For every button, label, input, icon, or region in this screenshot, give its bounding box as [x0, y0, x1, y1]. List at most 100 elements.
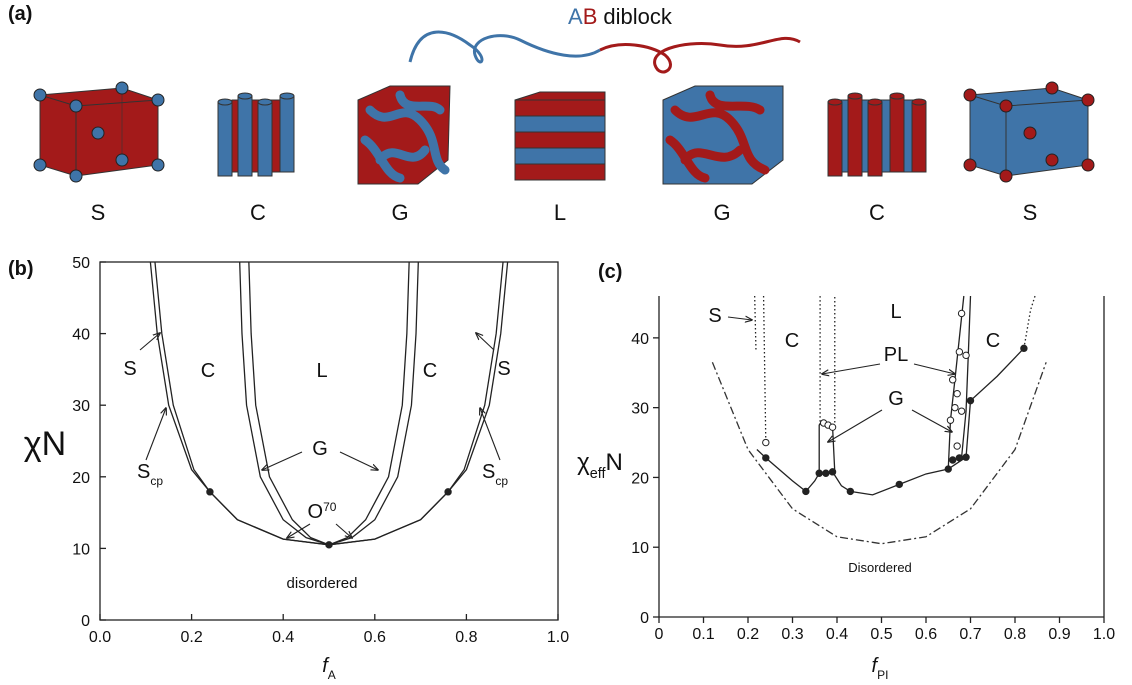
y-tick-label: 0	[81, 613, 90, 630]
y-axis-label-part: eff	[590, 466, 607, 482]
data-point	[823, 470, 829, 476]
data-point	[816, 470, 822, 476]
lamellar-structure	[515, 92, 605, 180]
x-tick-label: 0.8	[1004, 626, 1026, 643]
x-tick-label: 0.6	[364, 629, 386, 646]
data-point	[829, 424, 835, 430]
data-point	[896, 481, 902, 487]
arrow	[476, 333, 494, 350]
data-point	[207, 489, 213, 495]
data-point	[763, 455, 769, 461]
x-tick-label: 0.4	[272, 629, 294, 646]
sphere-structure	[34, 82, 164, 182]
structure-label: C	[250, 200, 266, 225]
x-tick-label: 1.0	[1093, 626, 1115, 643]
region-label: C	[986, 330, 1000, 352]
data-point	[956, 455, 962, 461]
phase-boundary	[757, 348, 1024, 495]
data-point	[967, 397, 973, 403]
gyroid-structure	[358, 86, 450, 184]
structure-label: S	[1023, 200, 1038, 225]
region-label: O70	[308, 500, 337, 523]
region-label-part: 70	[323, 500, 337, 514]
x-tick-label: 0.6	[915, 626, 937, 643]
x-tick-label: 0.1	[692, 626, 714, 643]
region-label: G	[888, 388, 904, 410]
figure: (a) ABdiblock	[0, 0, 1132, 685]
region-label: S	[708, 305, 721, 327]
data-point	[952, 404, 958, 410]
data-point	[963, 454, 969, 460]
data-point	[963, 352, 969, 358]
data-point	[1021, 345, 1027, 351]
region-label: Scp	[482, 461, 508, 488]
data-point	[954, 390, 960, 396]
cylinder-structure	[828, 93, 926, 176]
x-tick-label: 0.0	[89, 629, 111, 646]
region-label: C	[785, 330, 799, 352]
structure-label: L	[554, 200, 566, 225]
data-point	[958, 310, 964, 316]
phase-boundary	[1024, 296, 1035, 348]
data-point	[954, 443, 960, 449]
x-axis-label-part: A	[328, 668, 336, 682]
cylinder-structure	[218, 93, 294, 176]
x-tick-label: 0.2	[180, 629, 202, 646]
region-label: S	[497, 358, 510, 380]
region-label-part: O	[308, 501, 324, 523]
y-tick-label: 20	[631, 470, 649, 487]
data-point	[950, 457, 956, 463]
x-tick-label: 0.4	[826, 626, 848, 643]
data-point	[950, 377, 956, 383]
arrow	[262, 452, 302, 470]
y-axis-label: χeffN	[577, 449, 623, 482]
y-tick-label: 10	[631, 540, 649, 557]
x-tick-label: 0.3	[781, 626, 803, 643]
structure-label: S	[91, 200, 106, 225]
region-label: G	[312, 438, 328, 460]
chain-a	[410, 32, 600, 62]
y-tick-label: 10	[72, 541, 90, 558]
region-label: Scp	[137, 461, 163, 488]
region-label: L	[316, 360, 327, 382]
phase-boundary	[962, 296, 971, 457]
region-label-part: S	[137, 461, 150, 483]
arrow	[828, 410, 882, 442]
plot-frame	[100, 262, 558, 620]
y-tick-label: 40	[631, 331, 649, 348]
panel-label: (c)	[598, 261, 622, 283]
x-tick-label: 0.5	[870, 626, 892, 643]
phase-boundary	[755, 296, 756, 352]
y-axis-label-part: N	[606, 449, 623, 476]
phase-boundary	[764, 296, 766, 443]
sphere-structure	[964, 82, 1094, 182]
region-label: PL	[884, 344, 908, 366]
data-point	[829, 469, 835, 475]
arrow	[728, 317, 752, 320]
structure-label: G	[391, 200, 408, 225]
block-a: A	[568, 4, 583, 29]
panel-label: (b)	[8, 258, 34, 280]
data-point	[847, 488, 853, 494]
arrow	[912, 410, 952, 432]
y-axis-label: χN	[24, 425, 66, 463]
region-label: C	[201, 360, 215, 382]
data-point	[947, 417, 953, 423]
gyroid-structure	[663, 86, 783, 184]
arrow	[340, 452, 378, 470]
region-label-part: S	[482, 461, 495, 483]
region-label-part: cp	[150, 474, 163, 488]
arrow	[480, 408, 500, 460]
block-b: B	[583, 4, 598, 29]
region-label-part: cp	[495, 474, 508, 488]
x-axis-label: fPI	[872, 655, 889, 682]
y-tick-label: 30	[72, 398, 90, 415]
arrow	[140, 333, 160, 350]
chain-b	[600, 38, 800, 72]
data-point	[763, 439, 769, 445]
region-label: L	[890, 301, 901, 323]
region-label: disordered	[287, 575, 358, 592]
y-axis-label-part: χ	[577, 449, 590, 476]
data-point	[445, 489, 451, 495]
